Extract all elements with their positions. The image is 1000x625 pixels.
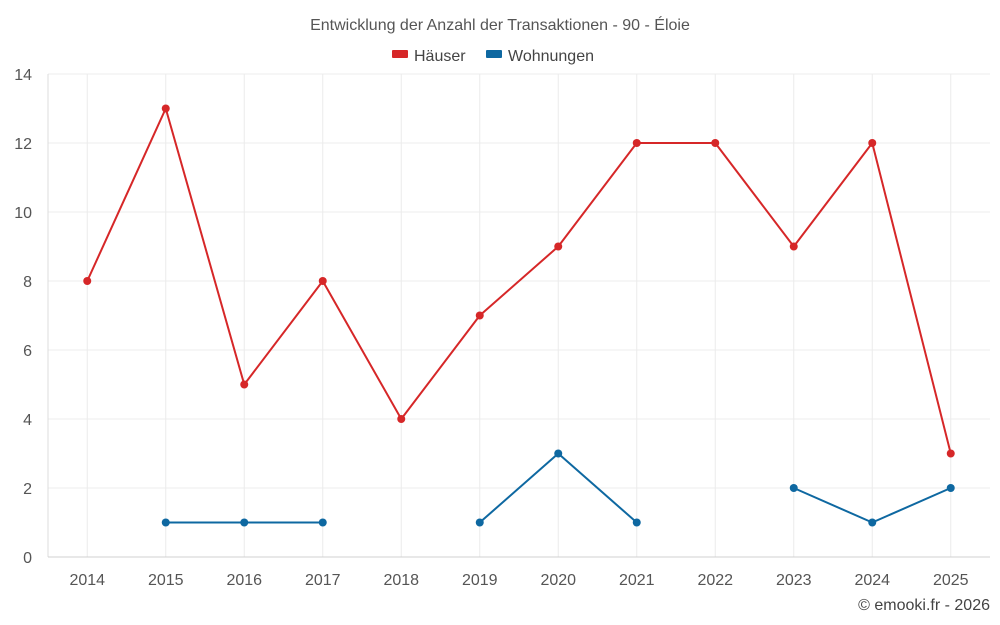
x-tick-label: 2024 bbox=[854, 572, 890, 589]
data-point bbox=[554, 242, 563, 251]
axes: 0 2 4 6 8 10 12 14 2014 2015 2016 2017 2018 2019 2020 2… bbox=[14, 67, 990, 589]
data-point bbox=[318, 277, 327, 285]
y-tick-label: 6 bbox=[23, 343, 32, 360]
legend-swatch-haeuser bbox=[392, 50, 408, 58]
credit-text: © emooki.fr - 2026 bbox=[858, 597, 990, 614]
data-point bbox=[161, 518, 170, 527]
y-tick-label: 12 bbox=[14, 136, 32, 153]
y-tick-label: 4 bbox=[23, 412, 32, 429]
x-tick-label: 2025 bbox=[933, 572, 969, 589]
data-point bbox=[632, 518, 641, 527]
y-tick-label: 14 bbox=[14, 67, 32, 84]
x-tick-label: 2023 bbox=[776, 572, 812, 589]
x-tick-label: 2014 bbox=[69, 572, 105, 589]
x-tick-label: 2018 bbox=[383, 572, 419, 589]
data-point bbox=[83, 277, 92, 285]
x-tick-label: 2020 bbox=[540, 572, 576, 589]
data-point bbox=[397, 415, 406, 423]
x-tick-label: 2017 bbox=[305, 572, 341, 589]
data-point bbox=[946, 484, 955, 492]
x-tick-label: 2015 bbox=[148, 572, 184, 589]
data-point bbox=[868, 518, 877, 527]
data-point bbox=[789, 484, 798, 492]
series-line bbox=[86, 107, 952, 454]
y-tick-label: 8 bbox=[23, 274, 32, 291]
data-point bbox=[475, 518, 484, 527]
data-point bbox=[711, 139, 720, 147]
chart-title: Entwicklung der Anzahl der Transaktionen… bbox=[310, 15, 690, 34]
data-point bbox=[161, 104, 170, 113]
legend[interactable]: Häuser Wohnungen bbox=[392, 48, 594, 65]
series-layer bbox=[83, 104, 955, 527]
legend-label-wohnungen: Wohnungen bbox=[508, 48, 594, 65]
legend-swatch-wohnungen bbox=[486, 50, 502, 58]
data-point bbox=[318, 518, 327, 527]
x-tick-label: 2021 bbox=[619, 572, 655, 589]
grid bbox=[48, 73, 990, 557]
data-point bbox=[868, 139, 877, 147]
series-0 bbox=[83, 104, 955, 458]
data-point bbox=[632, 139, 641, 147]
legend-label-haeuser: Häuser bbox=[414, 48, 466, 65]
legend-item-wohnungen[interactable]: Wohnungen bbox=[486, 48, 594, 65]
y-tick-label: 10 bbox=[14, 205, 32, 222]
y-tick-label: 0 bbox=[23, 550, 32, 567]
data-point bbox=[554, 449, 563, 458]
data-point bbox=[475, 311, 484, 320]
data-point bbox=[946, 449, 955, 458]
data-point bbox=[240, 518, 249, 527]
x-tick-label: 2019 bbox=[462, 572, 498, 589]
y-tick-label: 2 bbox=[23, 481, 32, 498]
x-tick-label: 2022 bbox=[697, 572, 733, 589]
data-point bbox=[240, 380, 249, 389]
legend-item-haeuser[interactable]: Häuser bbox=[392, 48, 466, 65]
x-tick-label: 2016 bbox=[226, 572, 262, 589]
series-1 bbox=[161, 449, 955, 527]
data-point bbox=[789, 242, 798, 251]
